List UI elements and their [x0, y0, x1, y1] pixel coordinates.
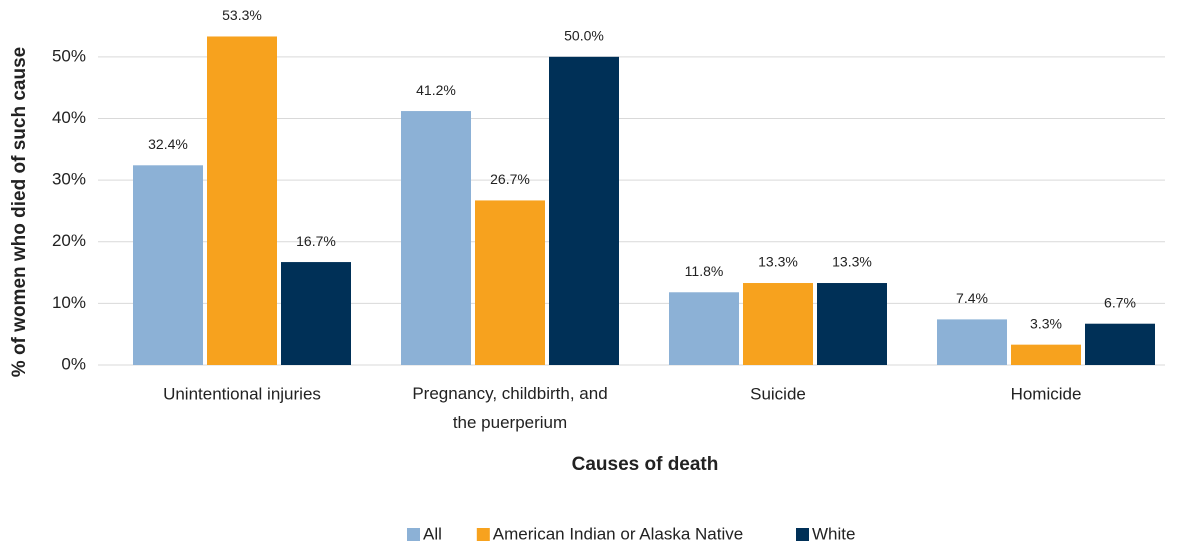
y-tick-label: 20% [52, 231, 86, 250]
y-tick-label: 40% [52, 108, 86, 127]
x-tick-label: Homicide [1011, 384, 1082, 403]
bar [817, 283, 887, 365]
value-label: 53.3% [222, 7, 262, 23]
value-label: 7.4% [956, 290, 988, 306]
bar [937, 319, 1007, 365]
x-tick-label: Pregnancy, childbirth, and the puerperium [412, 384, 607, 432]
legend-label: American Indian or Alaska Native [493, 524, 743, 543]
bar [401, 111, 471, 365]
bar [1011, 344, 1081, 365]
x-tick-label: Unintentional injuries [163, 384, 321, 403]
legend-swatch [796, 528, 809, 541]
value-label: 13.3% [832, 254, 872, 270]
bar [281, 262, 351, 365]
x-tick-label: Suicide [750, 384, 806, 403]
value-label: 11.8% [685, 263, 724, 279]
value-label: 3.3% [1030, 315, 1062, 331]
y-tick-label: 30% [52, 170, 86, 189]
bar [669, 292, 739, 365]
y-axis-title: % of women who died of such cause [9, 47, 30, 377]
value-label: 26.7% [490, 171, 530, 187]
bar [133, 165, 203, 365]
value-label: 13.3% [758, 254, 798, 270]
value-label: 6.7% [1104, 294, 1136, 310]
bar [1085, 323, 1155, 365]
x-axis-title: Causes of death [572, 454, 719, 475]
bar [207, 36, 277, 365]
legend-swatch [476, 528, 490, 541]
value-label: 41.2% [416, 82, 456, 98]
bar [549, 56, 619, 366]
value-label: 32.4% [148, 136, 188, 152]
bar [743, 283, 813, 365]
legend-swatch [407, 528, 420, 541]
y-tick-label: 0% [61, 354, 86, 373]
y-tick-label: 10% [52, 293, 86, 312]
value-label: 50.0% [564, 28, 604, 44]
y-tick-label: 50% [52, 46, 86, 65]
bar [475, 200, 545, 365]
legend-label: All [423, 524, 442, 543]
legend-label: White [812, 524, 855, 543]
value-label: 16.7% [296, 233, 336, 249]
